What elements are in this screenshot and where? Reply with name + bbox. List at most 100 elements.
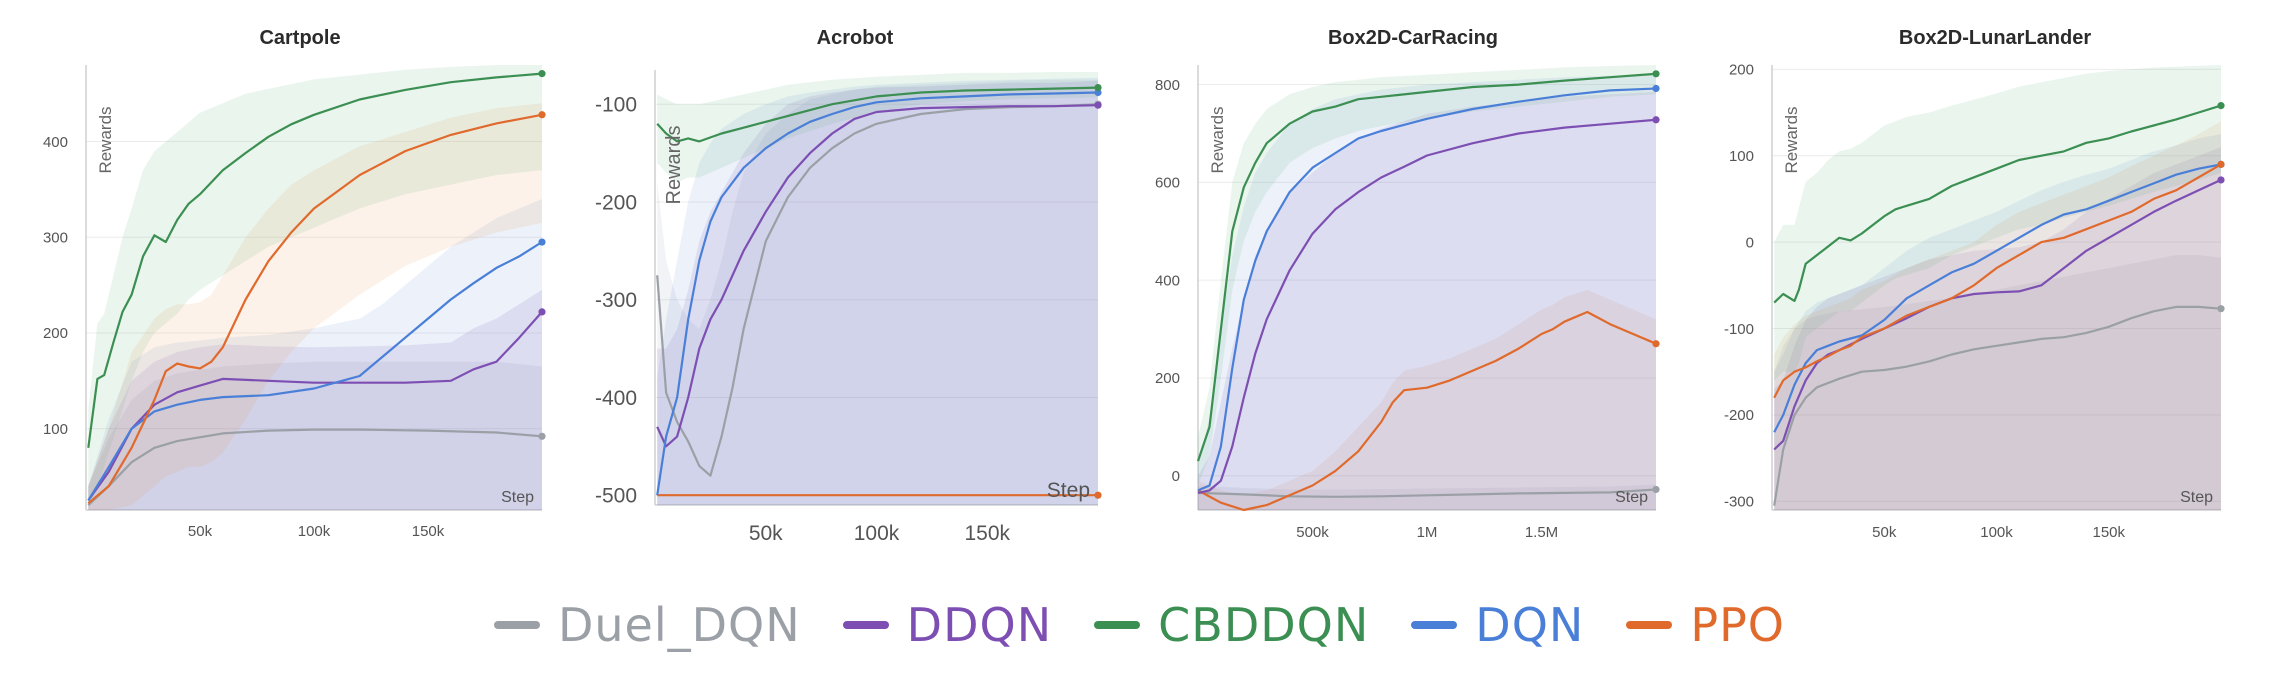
x-tick-label: 50k — [1872, 524, 1897, 541]
series-line-ddqn — [1197, 118, 1657, 494]
legend-swatch-ppo — [1626, 621, 1673, 629]
point-end-ddqn — [1094, 101, 1102, 109]
band-ppo — [1198, 289, 1656, 510]
y-tick-label: 800 — [1155, 77, 1180, 94]
point-end-cbddqn — [538, 70, 546, 78]
x-tick-label: 100k — [298, 523, 331, 540]
y-tick-label: -400 — [595, 387, 637, 410]
point-end-duel-dqn — [1652, 485, 1660, 494]
series-line-cbddqn — [1196, 72, 1657, 462]
legend-item-ddqn[interactable]: DDQN — [842, 598, 1053, 652]
band-ddqn — [88, 289, 543, 510]
y-tick-label: 400 — [1155, 272, 1180, 289]
x-tick-label: 100k — [854, 522, 900, 545]
band-dqn — [88, 199, 543, 510]
y-tick-label: 600 — [1155, 175, 1180, 192]
series-line-dqn — [656, 91, 1099, 496]
x-axis-label: Step — [2180, 489, 2213, 506]
series-line-ddqn — [87, 311, 543, 502]
series-line-cbddqn — [656, 86, 1099, 143]
series-line-dqn — [1773, 163, 2222, 433]
series-line-ppo — [1197, 310, 1657, 512]
y-tick-label: -200 — [1724, 407, 1754, 424]
band-duel-dqn — [1198, 484, 1656, 510]
band-dqn — [1198, 74, 1656, 511]
point-end-ppo — [1094, 491, 1102, 499]
point-end-duel-dqn — [538, 432, 546, 440]
chart-title: Cartpole — [259, 27, 340, 49]
x-axis-label: Step — [1047, 479, 1090, 502]
y-tick-label: -300 — [1724, 494, 1754, 511]
band-dqn — [1774, 134, 2221, 510]
x-tick-label: 150k — [2092, 524, 2125, 541]
series-line-duel-dqn — [87, 428, 543, 507]
y-axis-label: Rewards — [1782, 106, 1801, 173]
point-end-ppo — [1652, 340, 1660, 348]
legend-label-cbddqn: CBDDQN — [1158, 598, 1370, 652]
y-tick-label: 100 — [1729, 148, 1754, 165]
legend-swatch-ddqn — [842, 621, 889, 629]
series-line-duel-dqn — [656, 103, 1099, 477]
point-end-ddqn — [2217, 176, 2225, 184]
chart-title: Acrobot — [817, 27, 894, 49]
legend-label-ddqn: DDQN — [906, 598, 1053, 652]
x-axis-label: Step — [1615, 489, 1648, 506]
legend-label-duel-dqn: Duel_DQN — [557, 598, 801, 652]
series-line-cbddqn — [1773, 104, 2222, 304]
point-end-cbddqn — [2217, 102, 2225, 110]
x-tick-label: 100k — [1980, 524, 2013, 541]
legend-swatch-dqn — [1411, 621, 1458, 629]
legend-item-cbddqn[interactable]: CBDDQN — [1094, 598, 1369, 652]
x-tick-label: 50k — [749, 522, 783, 545]
x-tick-label: 500k — [1296, 524, 1329, 541]
band-ppo — [88, 103, 543, 511]
chart-panel-cartpole: Cartpole 100 200 300 400 50k 100k 150k Rewards St… — [43, 27, 546, 540]
point-end-dqn — [1652, 84, 1660, 93]
series-line-dqn — [1197, 87, 1657, 492]
y-axis-label: Rewards — [663, 126, 685, 205]
legend-label-ppo: PPO — [1690, 598, 1786, 652]
x-tick-label: 50k — [188, 523, 213, 540]
legend-item-dqn[interactable]: DQN — [1411, 598, 1584, 652]
x-tick-label: 1.5M — [1525, 524, 1558, 541]
y-tick-label: 300 — [43, 230, 68, 247]
point-end-ddqn — [538, 308, 546, 316]
x-tick-label: 150k — [412, 523, 445, 540]
point-end-ddqn — [1652, 116, 1660, 124]
band-cbddqn — [1774, 65, 2221, 381]
y-tick-label: 400 — [43, 134, 68, 151]
series-line-ddqn — [1773, 178, 2222, 451]
band-ppo — [1774, 121, 2221, 510]
point-end-duel-dqn — [2217, 305, 2225, 313]
x-tick-label: 1M — [1417, 524, 1438, 541]
series-line-ddqn — [656, 104, 1099, 448]
series-line-cbddqn — [87, 72, 543, 448]
chart-panel-box2d-lunarlander: Box2D-LunarLander -300 -200 -100 0 100 200 50k 1… — [1724, 27, 2225, 541]
chart-panel-acrobot: Acrobot -500 -400 -300 -200 -100 50k 100k 150k Re… — [595, 27, 1102, 545]
point-end-cbddqn — [1094, 83, 1102, 92]
band-ddqn — [1198, 91, 1656, 511]
chart-title: Box2D-CarRacing — [1328, 27, 1498, 49]
x-tick-label: 150k — [964, 522, 1010, 545]
chart-title: Box2D-LunarLander — [1899, 27, 2091, 49]
figure: Cartpole 100 200 300 400 50k 100k 150k Rewards St… — [43, 27, 2225, 545]
series-line-duel-dqn — [1773, 305, 2222, 506]
chart-panel-box2d-carracing: Box2D-CarRacing 0 200 400 600 800 500k 1M 1.5M Re… — [1155, 27, 1660, 541]
band-ddqn — [657, 80, 1098, 506]
y-tick-label: -500 — [595, 485, 637, 508]
band-cbddqn — [88, 65, 543, 510]
legend-item-ppo[interactable]: PPO — [1626, 598, 1785, 652]
series-line-duel-dqn — [1197, 488, 1657, 498]
y-tick-label: 200 — [1729, 62, 1754, 79]
y-tick-label: -100 — [1724, 321, 1754, 338]
legend-swatch-duel-dqn — [493, 621, 540, 629]
legend-swatch-cbddqn — [1094, 621, 1141, 629]
y-tick-label: 0 — [1172, 468, 1180, 485]
point-end-dqn — [538, 238, 546, 246]
y-axis-label: Rewards — [1208, 106, 1227, 173]
legend: Duel_DQN DDQN CBDDQN DQN PPO — [0, 590, 2279, 660]
legend-label-dqn: DQN — [1475, 598, 1585, 652]
legend-item-duel-dqn[interactable]: Duel_DQN — [493, 598, 801, 652]
y-tick-label: -300 — [595, 289, 637, 312]
band-duel-dqn — [657, 79, 1098, 506]
